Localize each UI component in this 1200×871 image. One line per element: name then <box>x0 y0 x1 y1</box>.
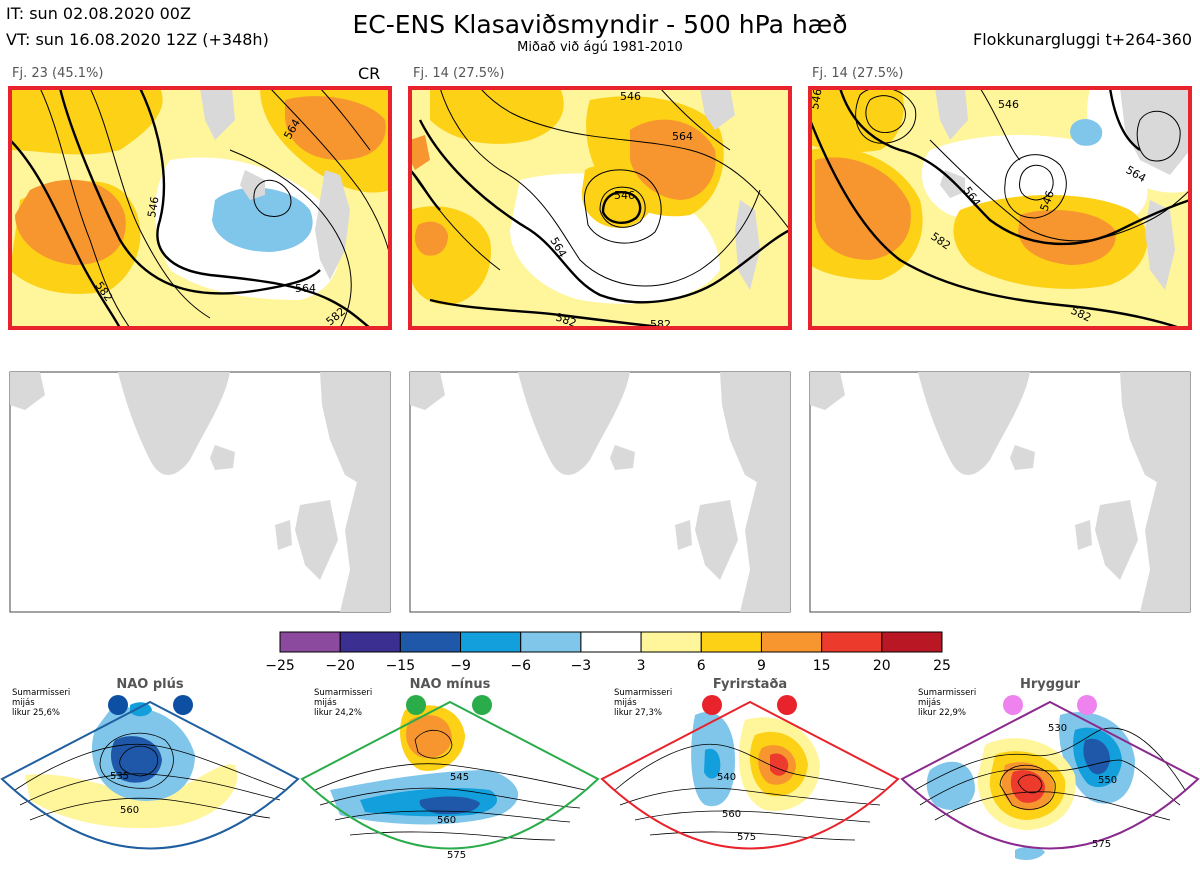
blank-maps <box>9 371 1191 613</box>
colorbar-tick-label: −3 <box>571 658 592 674</box>
colorbar-swatch <box>580 631 642 653</box>
svg-text:550: 550 <box>1098 775 1117 786</box>
regime-4-dot-left <box>1003 695 1023 715</box>
colorbar-tick-label: −20 <box>325 658 355 674</box>
panel-1-map: 546 564 564 582 582 <box>10 88 390 328</box>
colorbar-swatch <box>881 631 943 653</box>
regime-1-info: Sumarmisseri mijás likur 25,6% <box>12 688 71 718</box>
panel-1-frame <box>8 86 392 330</box>
svg-text:582: 582 <box>650 318 671 331</box>
blank-map-3 <box>809 371 1191 613</box>
valid-time: VT: sun 16.08.2020 12Z (+348h) <box>6 30 269 49</box>
regime-2-fan: 545 560 575 <box>300 695 600 861</box>
classification-window: Flokkunargluggi t+264-360 <box>973 30 1192 49</box>
regime-4-dot-right <box>1077 695 1097 715</box>
regime-2-title: NAO mínus <box>409 677 491 692</box>
colorbar-tick-label: 15 <box>813 658 831 674</box>
regime-1-fan: 535 560 <box>0 695 300 850</box>
colorbar-tick-label: −15 <box>386 658 416 674</box>
regime-1-dot-right <box>173 695 193 715</box>
colorbar-tick-label: −25 <box>265 658 295 674</box>
colorbar-tick-label: 9 <box>757 658 766 674</box>
page-subtitle: Miðað við ágú 1981-2010 <box>517 40 683 55</box>
colorbar-swatch <box>279 631 341 653</box>
regime-2-info: Sumarmisseri mijás likur 24,2% <box>314 688 373 718</box>
regime-2-dot-right <box>472 695 492 715</box>
regime-3-title: Fyrirstaða <box>712 677 788 692</box>
svg-text:546: 546 <box>808 88 824 111</box>
colorbar-tick-label: −6 <box>510 658 531 674</box>
initial-time: IT: sun 02.08.2020 00Z <box>6 4 191 23</box>
svg-text:575: 575 <box>447 850 466 861</box>
colorbar-tick-label: 25 <box>933 658 951 674</box>
colorbar-swatch <box>760 631 823 653</box>
svg-text:546: 546 <box>614 189 635 202</box>
svg-text:564: 564 <box>295 282 316 295</box>
panel-1-label: Fj. 23 (45.1%) <box>12 66 104 81</box>
regime-3-fan: 540 560 575 <box>600 695 900 850</box>
svg-text:546: 546 <box>145 196 161 219</box>
panel-3-frame <box>808 86 1192 330</box>
panel-2-label: Fj. 14 (27.5%) <box>413 66 505 81</box>
svg-text:575: 575 <box>1092 839 1111 850</box>
regime-4-fan: 530 550 575 <box>900 695 1200 860</box>
regime-3-dot-right <box>777 695 797 715</box>
regime-2-dot-left <box>406 695 426 715</box>
colorbar-tick-label: 20 <box>873 658 891 674</box>
svg-text:564: 564 <box>672 130 693 143</box>
colorbar-tick-label: 3 <box>637 658 646 674</box>
panel-1-cr-marker: CR <box>358 64 381 83</box>
panel-3-map: 546 546 546 564 564 582 582 <box>808 88 1190 328</box>
svg-text:560: 560 <box>722 809 741 820</box>
svg-text:582: 582 <box>554 311 578 330</box>
colorbar-tick-label: −9 <box>450 658 471 674</box>
regime-3-dot-left <box>702 695 722 715</box>
svg-text:535: 535 <box>110 771 129 782</box>
blank-map-1 <box>9 371 391 613</box>
colorbar-swatch <box>399 631 462 653</box>
colorbar-tick-label: 6 <box>697 658 706 674</box>
colorbar-swatch <box>821 631 883 653</box>
svg-text:575: 575 <box>737 832 756 843</box>
colorbar-swatch <box>339 631 401 653</box>
colorbar-swatch <box>640 631 702 653</box>
regime-1-title: NAO plús <box>116 677 184 692</box>
svg-text:530: 530 <box>1048 723 1067 734</box>
colorbar-swatch <box>520 631 582 653</box>
colorbar-swatch <box>460 631 522 653</box>
panel-2-map: 546 546 564 564 582 582 <box>410 88 790 331</box>
regime-3-info: Sumarmisseri mijás likur 27,3% <box>614 688 673 718</box>
svg-text:540: 540 <box>717 772 736 783</box>
colorbar-swatch <box>700 631 762 653</box>
panel-2-frame <box>408 86 792 330</box>
panel-3-label: Fj. 14 (27.5%) <box>812 66 904 81</box>
page-title: EC-ENS Klasaviðsmyndir - 500 hPa hæð <box>352 10 848 39</box>
regime-4-info: Sumarmisseri mijás likur 22,9% <box>918 688 977 718</box>
svg-text:546: 546 <box>998 98 1019 111</box>
colorbar: −25 −20 −15 −9 −6 −3 3 6 9 15 20 25 <box>265 631 951 674</box>
svg-text:545: 545 <box>450 772 469 783</box>
svg-text:546: 546 <box>620 90 641 103</box>
blank-map-2 <box>409 371 791 613</box>
regime-4-title: Hryggur <box>1019 677 1081 692</box>
regime-1-dot-left <box>108 695 128 715</box>
svg-text:560: 560 <box>120 805 139 816</box>
svg-text:560: 560 <box>437 815 456 826</box>
